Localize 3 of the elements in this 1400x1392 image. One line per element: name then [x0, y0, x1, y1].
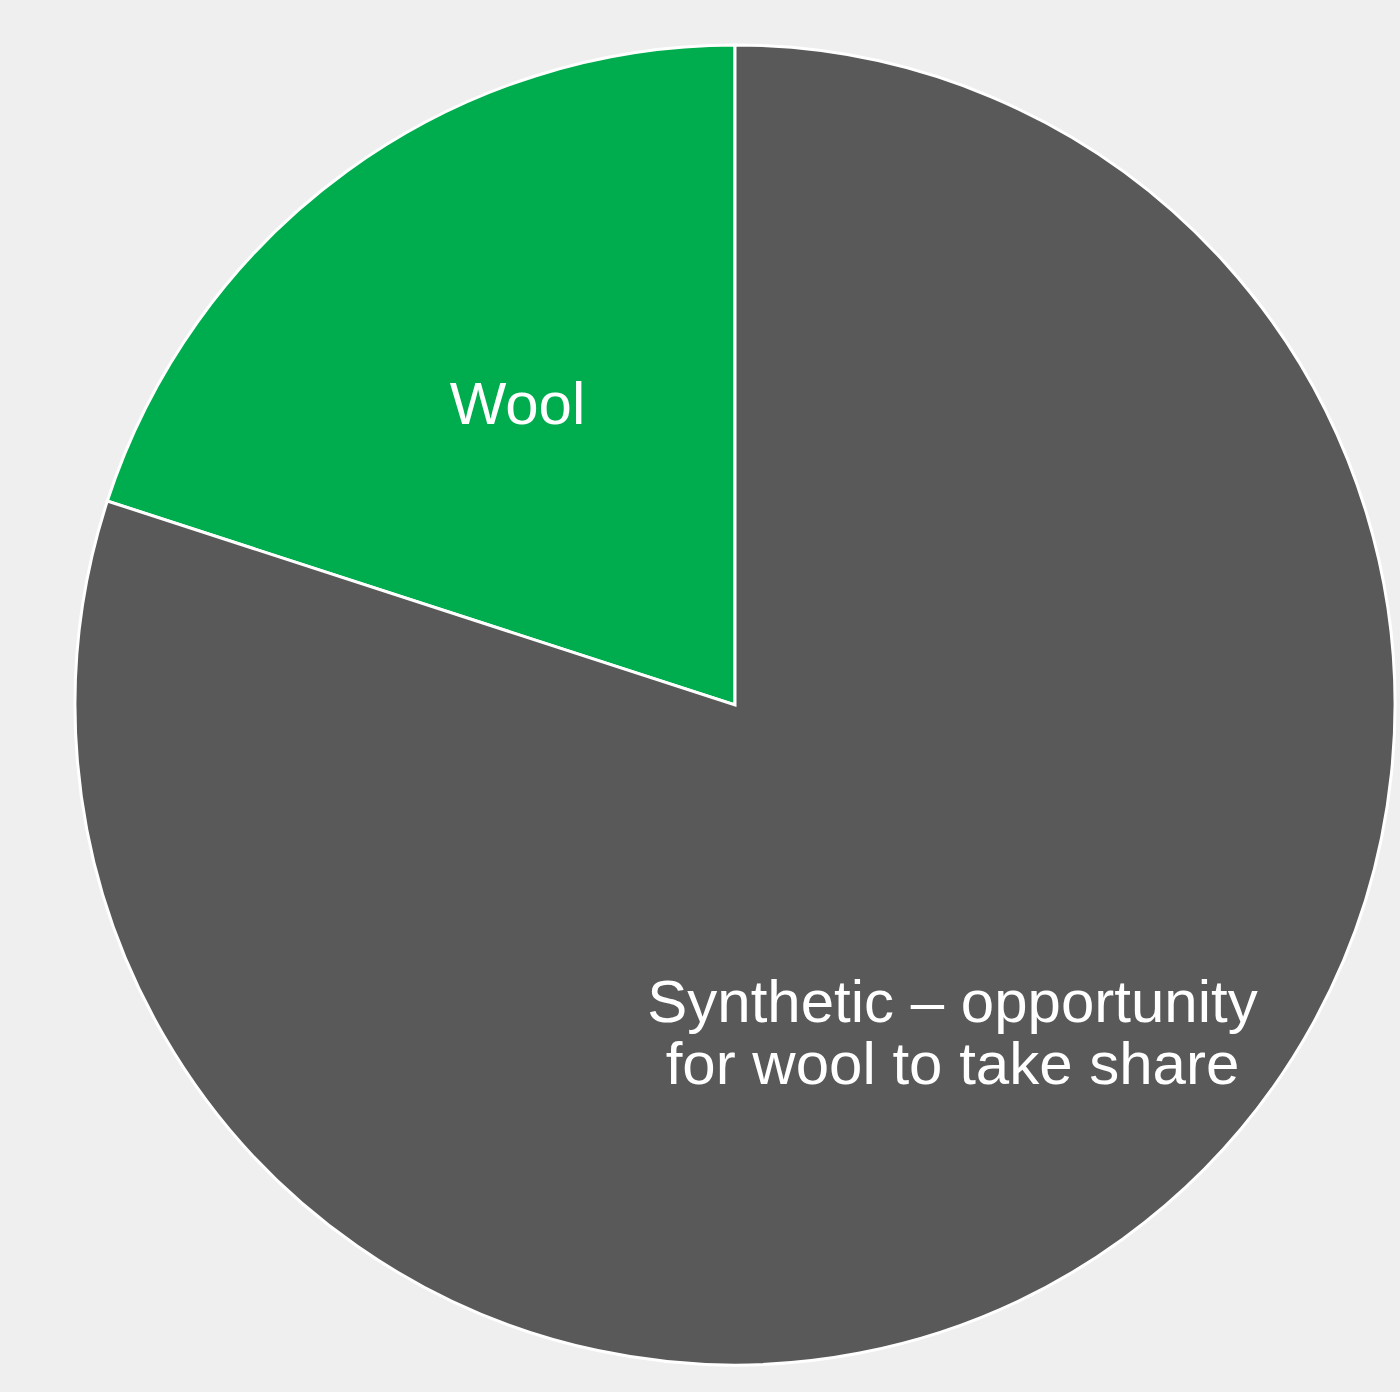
pie-slice	[74, 43, 1397, 1366]
slice-label: Synthetic – opportunity for wool to take share	[647, 968, 1258, 1098]
slice-label: Wool	[449, 369, 586, 437]
